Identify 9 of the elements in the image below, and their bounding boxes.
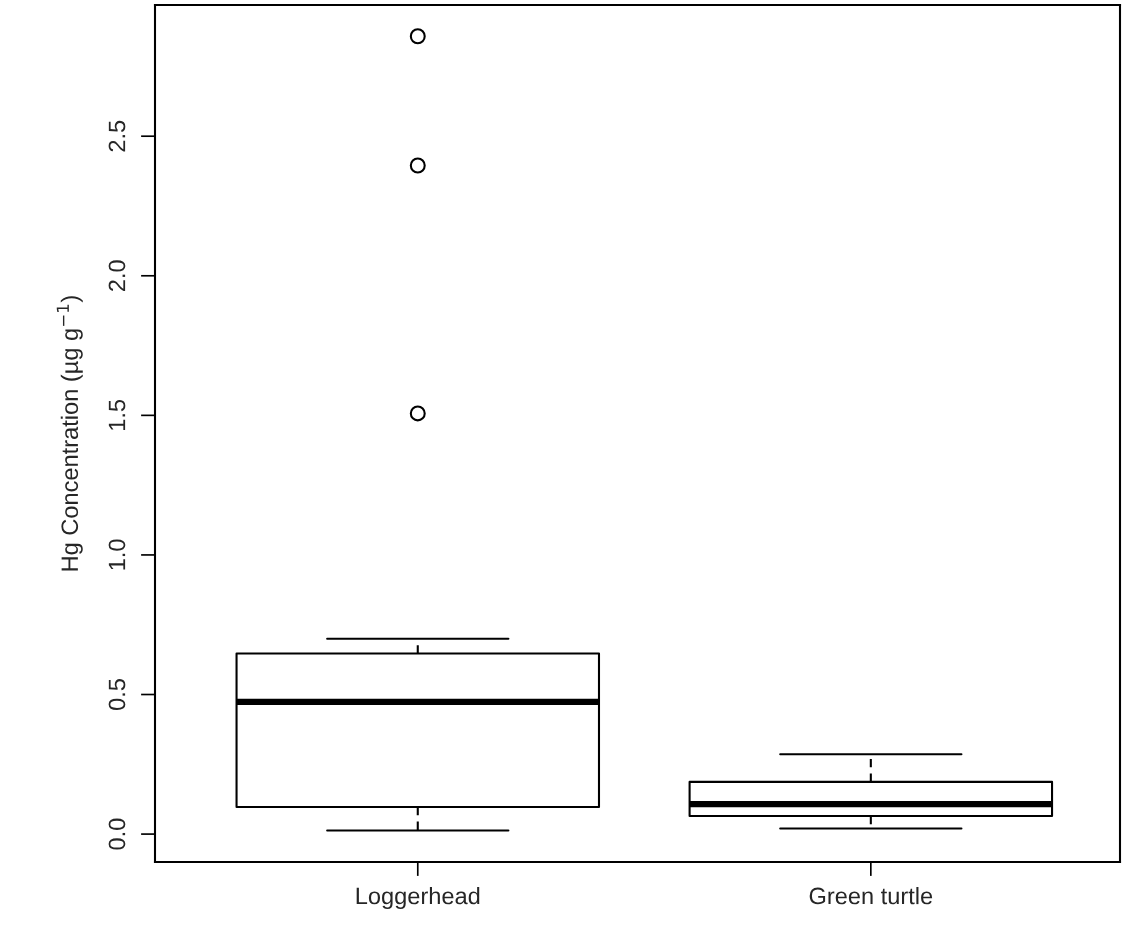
y-tick-label: 0.5 xyxy=(108,679,126,710)
y-axis-title: Hg Concentration (µg g$^{−1}$) xyxy=(56,296,83,571)
x-tick-label: Loggerhead xyxy=(356,887,480,910)
x-tick-label: Green turtle xyxy=(809,887,933,905)
y-tick-label: 1.0 xyxy=(108,539,126,570)
y-tick-label: 1.5 xyxy=(108,399,126,430)
y-tick-label: 2.5 xyxy=(108,120,126,152)
y-tick-label: 0.0 xyxy=(108,818,126,850)
y-tick-label: 2.0 xyxy=(108,260,126,291)
